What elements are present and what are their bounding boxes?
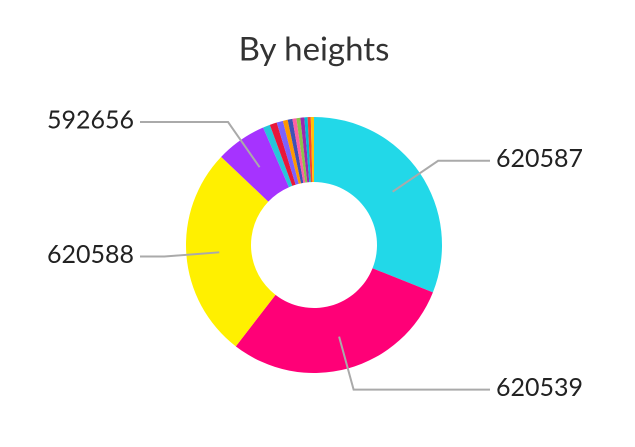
slice xyxy=(276,120,299,185)
slice xyxy=(287,118,304,184)
slice xyxy=(314,117,442,293)
leader-line xyxy=(392,159,490,193)
slice xyxy=(185,156,276,347)
slice xyxy=(269,122,296,186)
slice-label: 620588 xyxy=(47,239,134,269)
leader-line xyxy=(140,251,220,258)
leader-line xyxy=(140,121,261,168)
slice xyxy=(263,124,293,188)
slice-label: 592656 xyxy=(47,104,134,134)
slice xyxy=(296,117,308,183)
slice xyxy=(235,268,433,373)
slice-label: 620539 xyxy=(496,372,583,402)
slice xyxy=(300,117,310,183)
slice xyxy=(304,117,311,183)
slice xyxy=(292,118,306,183)
slice xyxy=(282,119,302,184)
leader-line xyxy=(338,336,490,391)
slice xyxy=(307,117,313,183)
slice xyxy=(310,117,314,183)
slice xyxy=(221,127,289,202)
slice-label: 620587 xyxy=(496,143,583,173)
chart-title: By heights xyxy=(239,28,390,68)
